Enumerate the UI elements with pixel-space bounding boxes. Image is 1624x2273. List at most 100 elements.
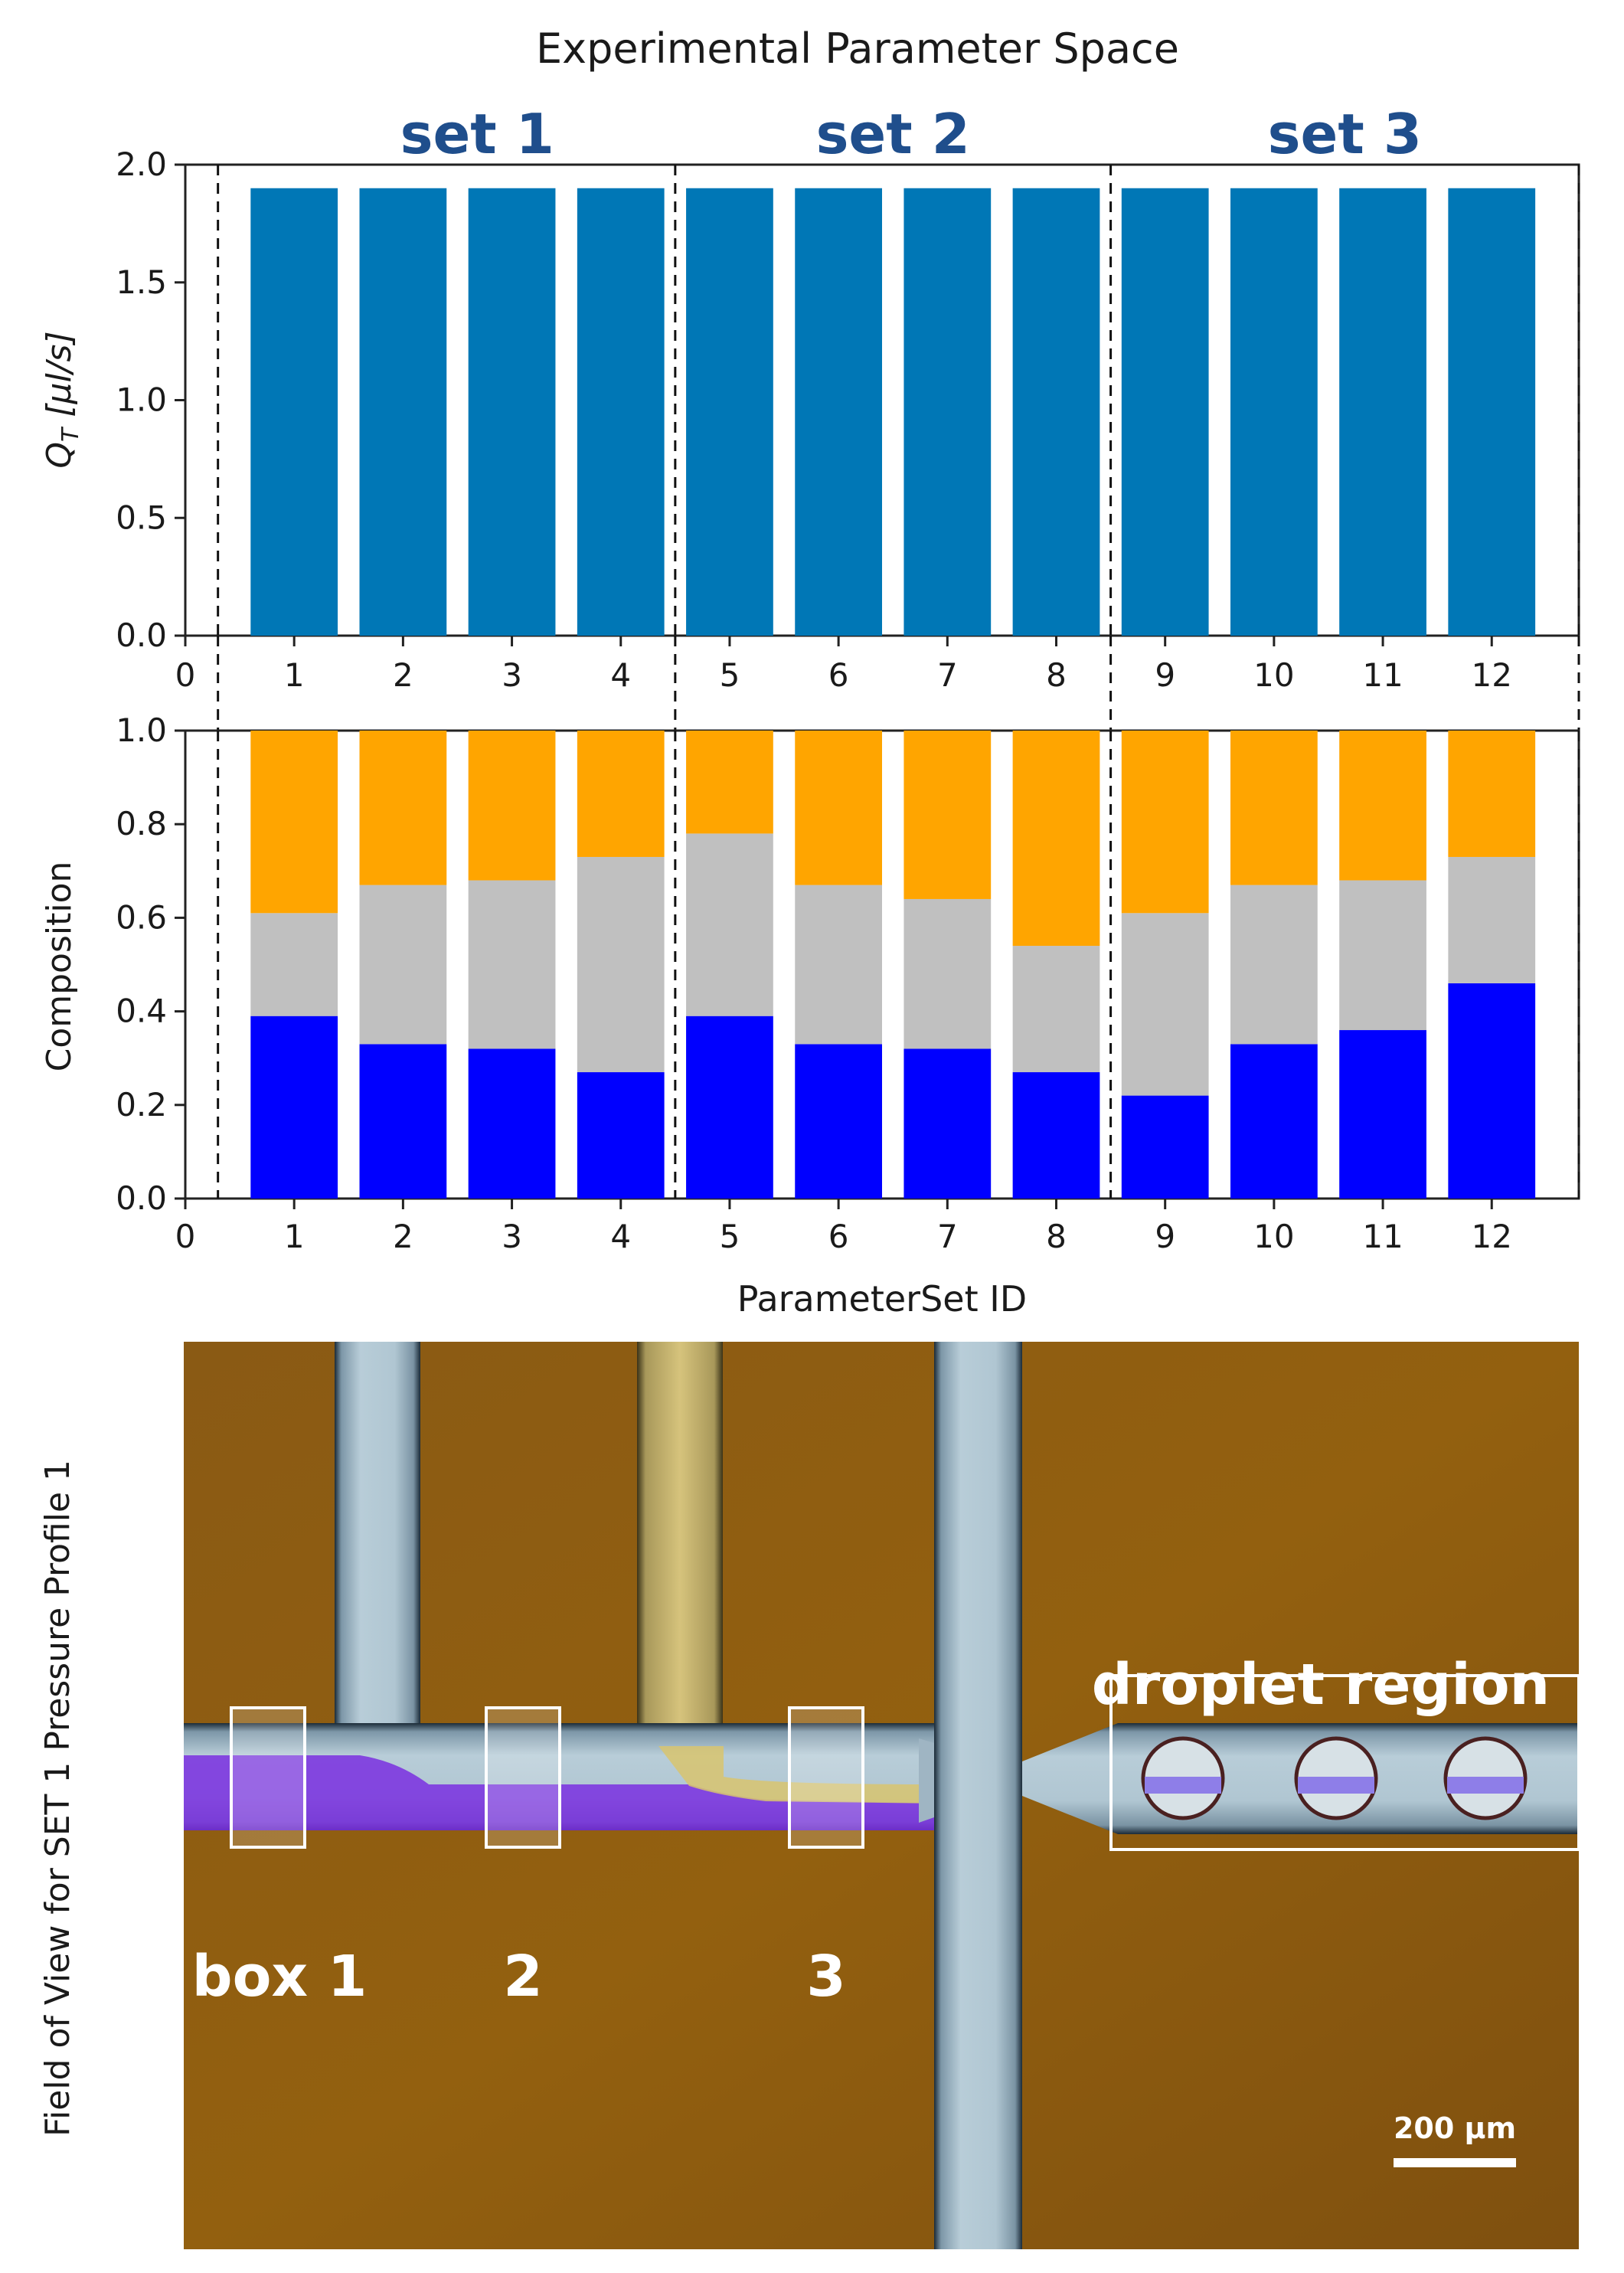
bar-6-orange [795, 731, 882, 885]
bar-3 [468, 188, 556, 636]
droplet-fill [1145, 1777, 1221, 1794]
y-tick-label: 0.6 [116, 898, 167, 936]
inlet-channel-yellow [637, 1342, 723, 1771]
x-tick-label: 6 [828, 1218, 849, 1255]
bar-4-orange [577, 731, 665, 857]
set-label-3: set 3 [1268, 102, 1422, 166]
bar-10-gray [1230, 885, 1318, 1045]
x-tick-label: 9 [1155, 1218, 1175, 1255]
chart-title: Experimental Parameter Space [536, 25, 1179, 73]
x-tick-label: 11 [1362, 656, 1403, 694]
bar-10 [1230, 188, 1318, 636]
bar-2-blue [359, 1044, 447, 1199]
bar-3-blue [468, 1048, 556, 1199]
annotation-box-1 [230, 1706, 306, 1849]
droplet-fill [1447, 1777, 1524, 1794]
bar-1 [250, 188, 338, 636]
scale-bar-label: 200 μm [1394, 2111, 1516, 2145]
droplet-region-label: droplet region [1092, 1652, 1550, 1718]
droplet-region-box [1109, 1674, 1579, 1851]
bar-6 [795, 188, 882, 636]
y-tick-label: 0.0 [116, 616, 167, 654]
bar-9-orange [1121, 731, 1209, 914]
bar-4 [577, 188, 665, 636]
x-tick-label: 4 [610, 656, 631, 694]
x-tick-label: 5 [720, 1218, 740, 1255]
bar-12-orange [1448, 731, 1536, 857]
bar-12-gray [1448, 856, 1536, 983]
bar-9 [1121, 188, 1209, 636]
y-tick-label: 1.0 [116, 711, 167, 749]
bottom-y-axis-label: Composition [40, 862, 79, 1072]
bar-2-orange [359, 731, 447, 885]
bar-5-orange [686, 731, 773, 834]
x-tick-label: 4 [610, 1218, 631, 1255]
y-tick-label: 0.4 [116, 993, 167, 1030]
x-tick-label: 2 [393, 1218, 413, 1255]
bar-11 [1339, 188, 1426, 636]
bar-7-gray [903, 898, 992, 1049]
y-tick-label: 1.5 [116, 263, 167, 301]
x-tick-label: 1 [284, 1218, 305, 1255]
bar-9-gray [1121, 913, 1209, 1096]
x-tick-label: 10 [1253, 1218, 1294, 1255]
y-tick-label: 2.0 [116, 146, 167, 183]
droplet-fill [1298, 1777, 1374, 1794]
bar-1-gray [250, 913, 338, 1016]
x-tick-label: 1 [284, 656, 305, 694]
y-tick-label: 0.5 [116, 499, 167, 536]
bar-11-blue [1339, 1030, 1426, 1199]
droplets [1141, 1736, 1528, 1820]
scale-bar [1394, 2158, 1516, 2167]
micrograph-side-label: Field of View for SET 1 Pressure Profile… [38, 1460, 77, 2137]
cross-channel [934, 1342, 1022, 2249]
box-2-label: 2 [503, 1944, 543, 2010]
bar-8 [1012, 188, 1100, 636]
box-1-label: box 1 [192, 1944, 368, 2010]
bar-8-gray [1012, 946, 1100, 1073]
bottom-chart: 0.00.20.40.60.81.0 0 1 2 3 4 5 6 7 8 9 10 11 12 Comp… [40, 711, 1580, 1320]
bar-1-blue [250, 1015, 338, 1199]
box-3-label: 3 [806, 1944, 846, 2010]
bar-5-blue [686, 1015, 773, 1199]
x-tick-label: 6 [828, 656, 849, 694]
x-tick-label: 10 [1253, 656, 1294, 694]
x-tick-label: 3 [502, 1218, 522, 1255]
x-tick-label: 8 [1046, 656, 1067, 694]
yellow-stream [658, 1746, 942, 1804]
top-y-axis-label: QT [μl/s] [40, 331, 84, 468]
bar-7-orange [903, 731, 992, 899]
bar-8-blue [1012, 1072, 1100, 1199]
set-label-2: set 2 [816, 102, 970, 166]
bar-11-orange [1339, 731, 1426, 881]
x-tick-label: 2 [393, 656, 413, 694]
x-tick-label: 8 [1046, 1218, 1067, 1255]
x-tick-label: 12 [1472, 656, 1512, 694]
bar-6-blue [795, 1044, 882, 1199]
bar-12 [1448, 188, 1536, 636]
x-tick-label: 7 [937, 1218, 958, 1255]
x-tick-label: 3 [502, 656, 522, 694]
bar-3-orange [468, 731, 556, 881]
bar-5 [686, 188, 773, 636]
x-tick-label: 11 [1362, 1218, 1403, 1255]
bar-3-gray [468, 880, 556, 1049]
bar-2-gray [359, 885, 447, 1045]
bar-6-gray [795, 885, 882, 1045]
bottom-x-axis-label: ParameterSet ID [737, 1278, 1027, 1320]
x-tick-label: 12 [1472, 1218, 1512, 1255]
bar-10-orange [1230, 731, 1318, 885]
micrograph-image: Field of View for SET 1 Pressure Profile… [38, 1342, 1579, 2249]
bar-12-blue [1448, 983, 1536, 1199]
bar-8-orange [1012, 731, 1100, 947]
bar-11-gray [1339, 880, 1426, 1031]
bar-7 [903, 188, 992, 636]
bar-9-blue [1121, 1095, 1209, 1199]
top-chart: Experimental Parameter Space set 1 set 2 s… [40, 25, 1580, 694]
set-label-1: set 1 [400, 102, 554, 166]
y-tick-label: 0.8 [116, 805, 167, 842]
x-tick-label: 7 [937, 656, 958, 694]
bar-1-orange [250, 731, 338, 914]
y-tick-label: 1.0 [116, 381, 167, 419]
